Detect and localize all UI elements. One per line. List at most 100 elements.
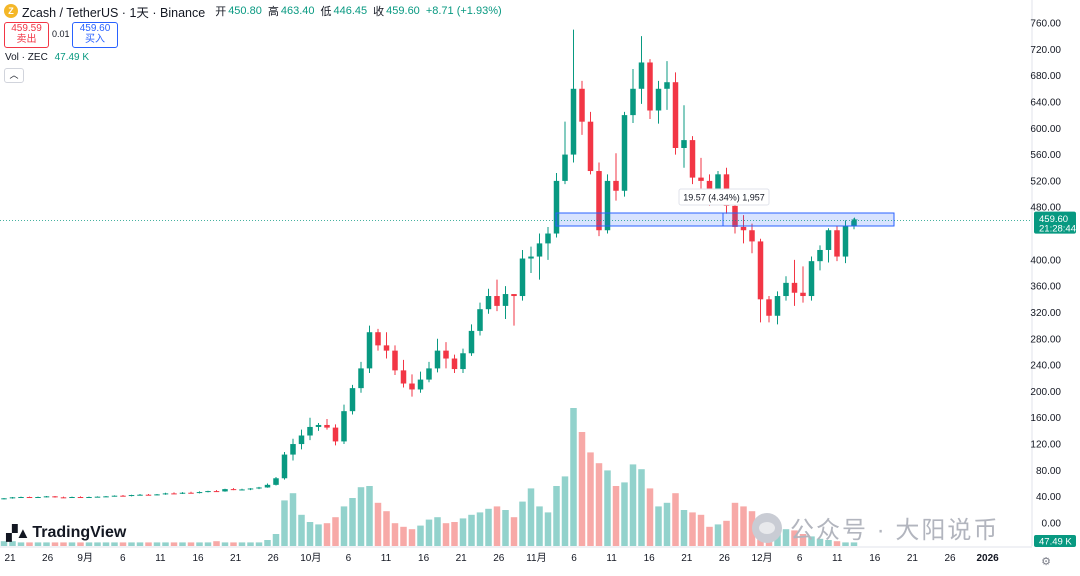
candle-body — [443, 350, 449, 359]
candle-body — [808, 261, 815, 297]
candle-body — [749, 230, 755, 242]
time-tick-label: 16 — [869, 553, 881, 564]
tradingview-logo-text: TradingView — [32, 524, 127, 541]
candle-body — [740, 226, 747, 231]
volume-bar — [536, 506, 543, 546]
open-label: 开 — [215, 6, 227, 18]
volume-bar — [544, 512, 552, 546]
candle-body — [273, 478, 279, 485]
volume-bar — [510, 517, 518, 546]
candle-body — [69, 497, 75, 499]
highlight-box — [555, 212, 895, 227]
candle-body — [18, 497, 24, 499]
candle-body — [757, 241, 764, 300]
candle-body — [783, 282, 789, 297]
volume-bar — [187, 542, 195, 546]
open-value: 450.80 — [228, 5, 262, 17]
price-axis: 760.00 720.00 680.00 640.00 600.00 560.00 520.… — [1030, 0, 1076, 548]
candle-body — [137, 494, 143, 496]
volume-bar — [119, 542, 127, 546]
volume-bar — [587, 452, 594, 546]
volume-badge — [1034, 535, 1076, 547]
overlay: 19.57 (4.34%) 1,957 ★ — [0, 188, 1032, 227]
volume-bar — [204, 542, 212, 546]
candle-body — [230, 489, 237, 491]
volume-bar — [561, 476, 569, 546]
volume-bar — [672, 493, 679, 546]
price-tick-label: 320.00 — [1030, 308, 1061, 319]
candle-body — [298, 435, 305, 445]
time-tick-label: 12月 — [751, 552, 772, 564]
volume-legend[interactable]: Vol · ZEC 47.49 K — [5, 52, 89, 63]
volume-bar — [434, 517, 441, 546]
volume-bar — [527, 488, 535, 546]
buy-button[interactable]: 459.60 买入 — [72, 22, 118, 48]
price-tick-label: 240.00 — [1030, 361, 1061, 372]
candle-body — [842, 226, 849, 257]
candle-body — [774, 296, 781, 316]
candle-body — [332, 427, 339, 442]
candle-body — [52, 496, 58, 498]
volume-bar — [629, 464, 637, 546]
countdown-label: 21:28:44 — [1039, 224, 1076, 235]
volume-bar — [680, 510, 688, 546]
collapse-legend-button[interactable]: ︿ — [4, 68, 24, 83]
volume-bar — [646, 488, 654, 546]
volume-bar — [153, 542, 161, 546]
candle-body — [375, 332, 381, 346]
volume-bar — [417, 525, 424, 546]
candle-body — [698, 177, 704, 181]
volume-bar — [519, 501, 526, 546]
time-tick-label: 10月 — [300, 552, 321, 564]
volume-bar — [782, 529, 790, 546]
time-tick-label: 6 — [346, 553, 352, 564]
time-tick-label: 2026 — [976, 553, 999, 564]
candle-body — [307, 426, 313, 436]
candle-body — [553, 180, 560, 234]
volume-bar — [315, 524, 322, 546]
volume-bar — [196, 542, 203, 546]
volume-bar — [102, 542, 110, 546]
candle-body — [587, 121, 594, 172]
close-value: 459.60 — [386, 5, 420, 17]
candle-body — [545, 233, 551, 244]
volume-bar — [485, 508, 492, 546]
volume-bar — [298, 514, 305, 546]
time-tick-label: 9月 — [77, 552, 93, 564]
price-tick-label: 720.00 — [1030, 45, 1061, 56]
volume-bar — [697, 514, 705, 546]
volume-bar — [816, 538, 824, 546]
candle-body — [502, 294, 509, 306]
settings-gear-icon[interactable]: ⚙ — [1041, 556, 1051, 568]
candle-body — [324, 424, 330, 428]
candle-body — [256, 487, 262, 489]
candle-body — [162, 493, 169, 495]
tradingview-logo[interactable]: ▞▲ TradingView — [6, 524, 126, 542]
measure-label-box — [678, 188, 770, 206]
time-tick-label: 11 — [832, 553, 843, 564]
symbol-title[interactable]: Zcash / TetherUS · 1天 · Binance — [22, 5, 206, 20]
sell-button[interactable]: 459.59 卖出 — [4, 22, 49, 48]
volume-bar — [833, 541, 841, 546]
candle-body — [570, 88, 577, 155]
volume-bar — [77, 542, 84, 546]
buy-label: 买入 — [85, 34, 105, 45]
high-value: 463.40 — [280, 5, 315, 17]
candle-body — [43, 496, 50, 498]
candle-body — [689, 140, 696, 178]
price-tick-label: 40.00 — [1036, 492, 1061, 503]
volume-badge-label: 47.49 K — [1039, 537, 1072, 548]
volume-bar — [706, 526, 713, 546]
time-tick-label: 21 — [681, 553, 693, 564]
candle-body — [239, 489, 245, 491]
volume-bar — [289, 493, 297, 546]
candle-body — [766, 299, 772, 316]
volume-bar — [442, 523, 450, 546]
volume-bar — [94, 542, 101, 546]
candle-body — [103, 496, 109, 498]
volume-bar — [459, 518, 467, 546]
volume-bar — [638, 469, 645, 546]
candle-body — [485, 296, 492, 310]
